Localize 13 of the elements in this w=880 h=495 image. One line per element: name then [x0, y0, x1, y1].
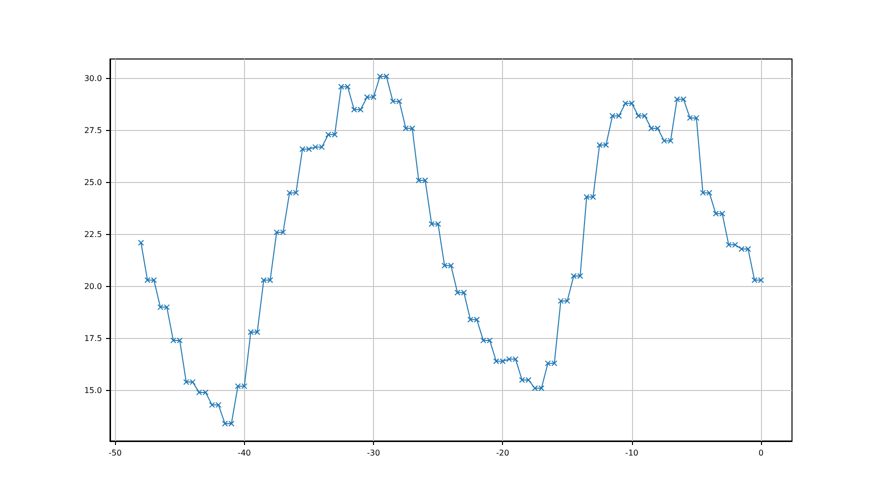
- x-tick-label: 0: [758, 448, 764, 458]
- y-tick-label: 17.5: [84, 334, 102, 343]
- y-tick-label: 27.5: [84, 126, 102, 135]
- y-tick-label: 22.5: [84, 230, 102, 239]
- y-tick-label: 25.0: [84, 178, 102, 187]
- y-tick-label: 20.0: [84, 282, 102, 291]
- y-tick-label: 15.0: [84, 386, 102, 395]
- x-tick-label: -30: [366, 448, 380, 458]
- x-tick-label: -50: [108, 448, 122, 458]
- x-tick-label: -10: [625, 448, 638, 458]
- x-tick-label: -20: [496, 448, 510, 458]
- y-tick-label: 30.0: [84, 74, 102, 83]
- x-tick-label: -40: [238, 448, 251, 458]
